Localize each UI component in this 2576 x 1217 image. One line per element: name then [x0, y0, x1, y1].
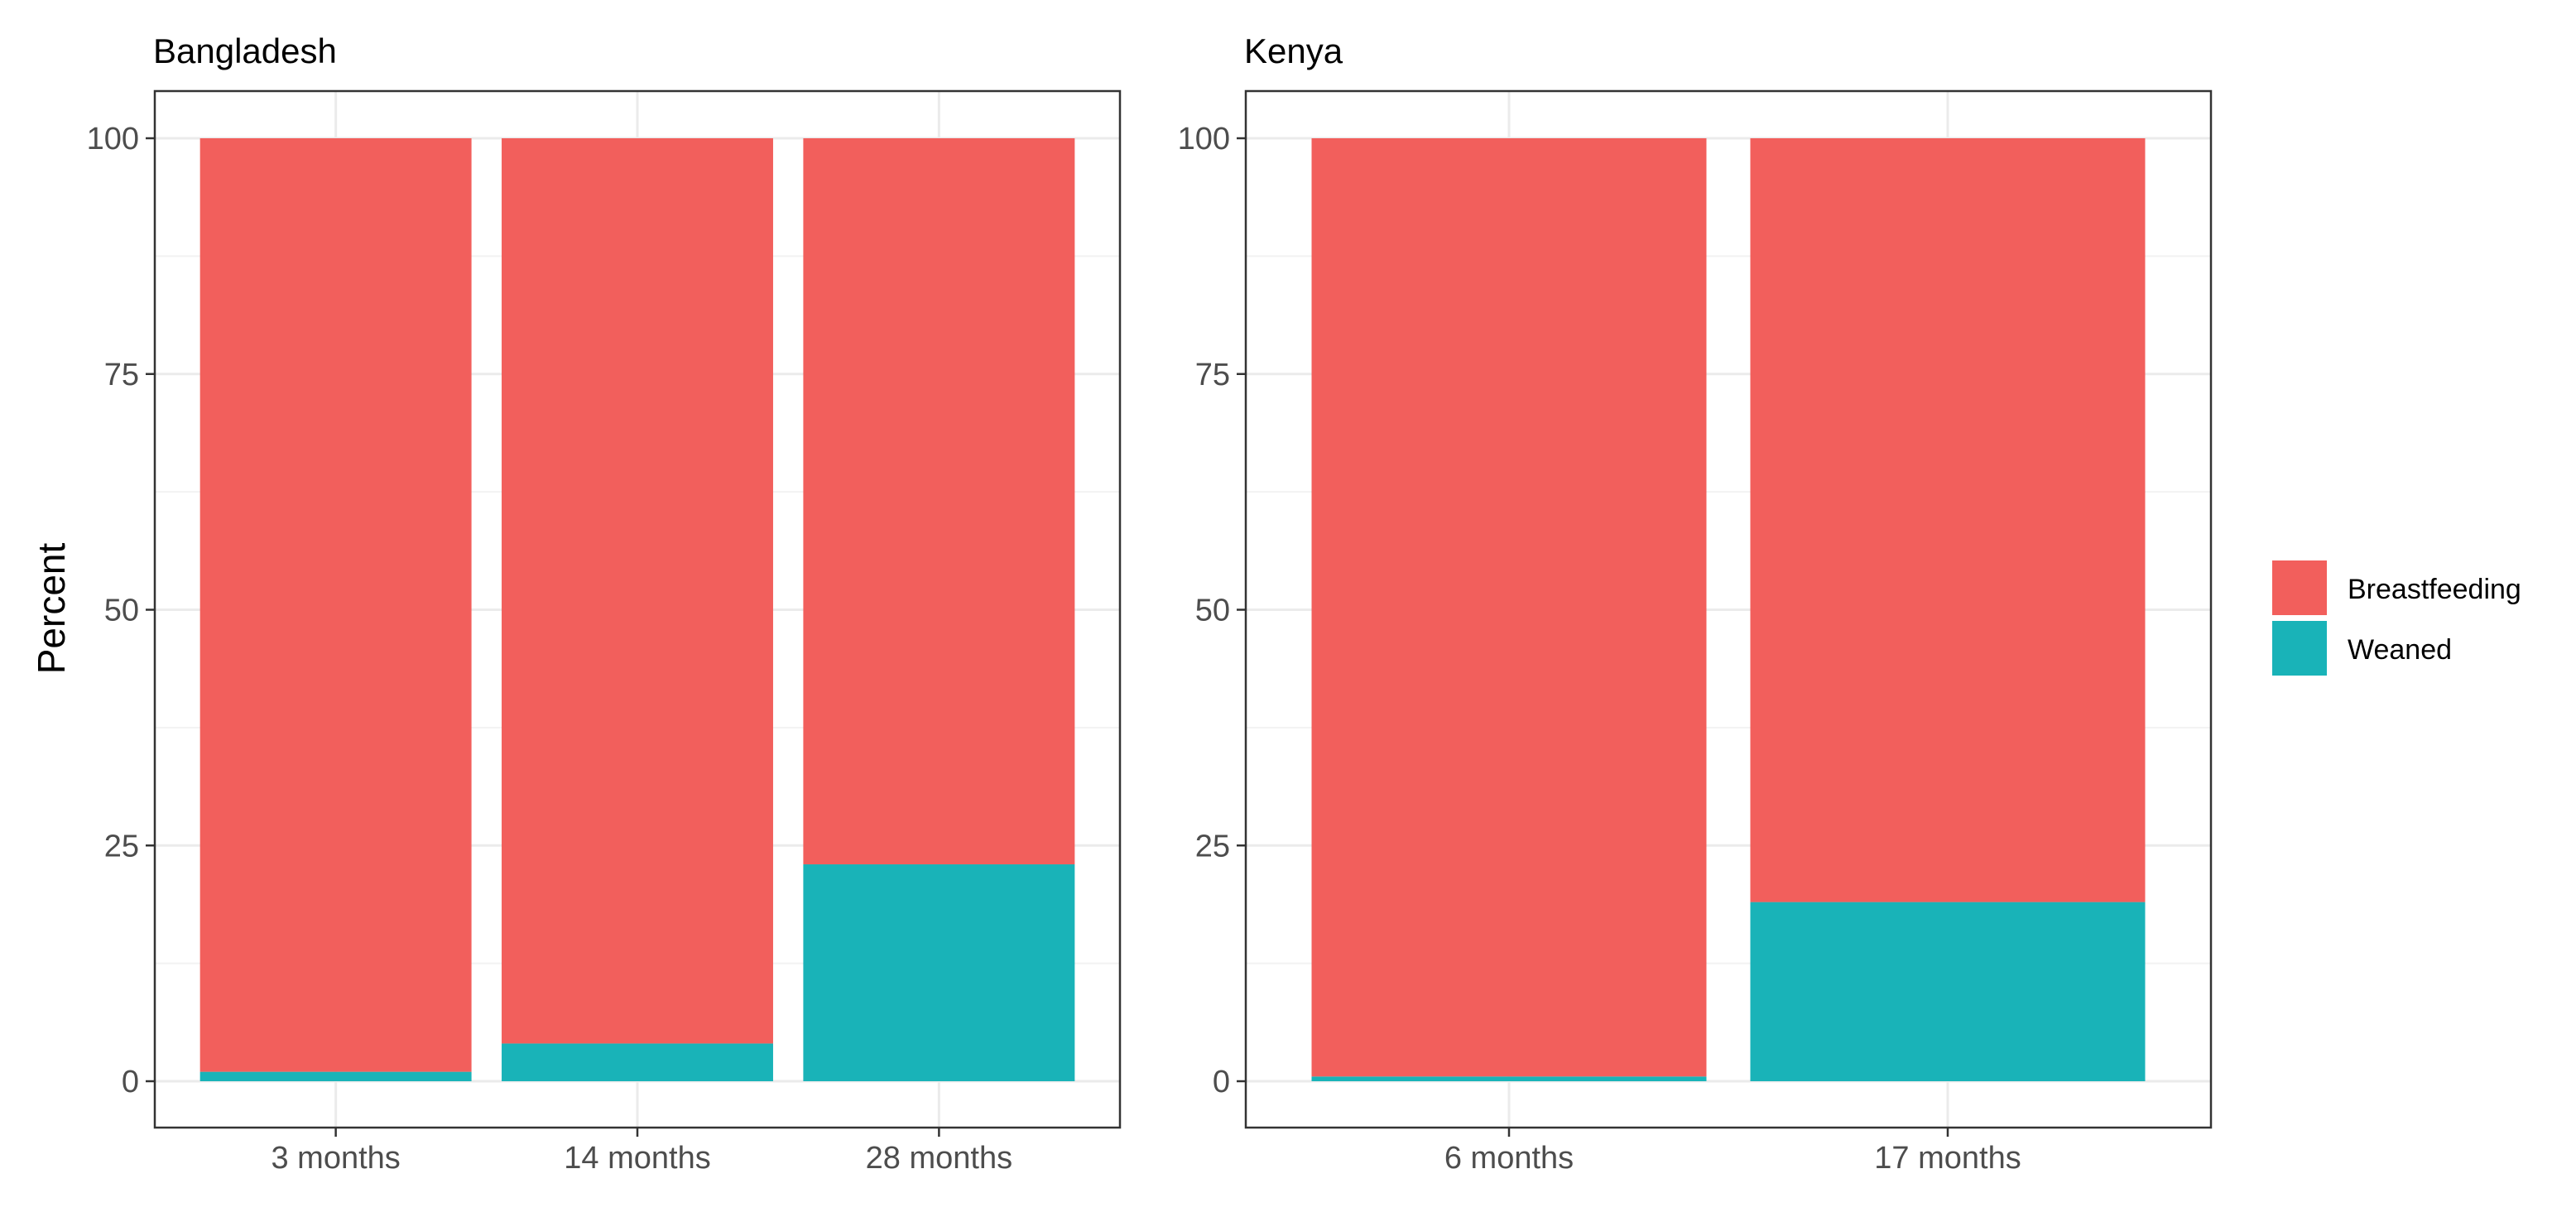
y-tick-label: 25	[104, 829, 139, 863]
y-tick-label: 75	[1195, 358, 1230, 392]
x-tick-label: 14 months	[564, 1141, 710, 1176]
panel-bangladesh: Bangladesh 0 25 50 75 100 3 months 14 months 28…	[87, 31, 1122, 1176]
bar-breastfeeding-3-months	[199, 138, 472, 1072]
panel-title: Kenya	[1244, 31, 1343, 70]
legend-swatch-breastfeeding	[2272, 560, 2327, 615]
y-tick-label: 100	[87, 122, 139, 156]
y-tick-label: 25	[1195, 829, 1230, 863]
x-tick-label: 28 months	[866, 1141, 1012, 1176]
bar-weaned-28-months	[803, 864, 1075, 1081]
y-tick-label: 50	[104, 594, 139, 628]
bar-weaned-6-months	[1311, 1076, 1707, 1081]
panel-title: Bangladesh	[153, 31, 337, 70]
bar-breastfeeding-17-months	[1750, 138, 2146, 902]
x-tick-label: 6 months	[1444, 1141, 1574, 1176]
x-tick-label: 17 months	[1874, 1141, 2021, 1176]
bar-breastfeeding-28-months	[803, 138, 1075, 865]
y-tick-label: 75	[104, 358, 139, 392]
legend-label-breastfeeding: Breastfeeding	[2348, 574, 2521, 605]
y-tick-label: 100	[1178, 122, 1230, 156]
y-tick-label: 50	[1195, 594, 1230, 628]
bar-weaned-3-months	[199, 1071, 472, 1081]
legend-label-weaned: Weaned	[2348, 634, 2452, 666]
bar-breastfeeding-6-months	[1311, 138, 1707, 1077]
legend: Breastfeeding Weaned	[2272, 560, 2521, 676]
bar-weaned-14-months	[502, 1043, 773, 1081]
bar-breastfeeding-14-months	[502, 138, 773, 1044]
panel-kenya: Kenya 0 25 50 75 100 6 months 17 months	[1178, 31, 2213, 1176]
legend-swatch-weaned	[2272, 621, 2327, 676]
y-tick-label: 0	[1213, 1065, 1230, 1099]
y-axis-label: Percent	[30, 543, 73, 675]
x-tick-label: 3 months	[271, 1141, 400, 1176]
bar-weaned-17-months	[1750, 902, 2146, 1081]
y-tick-label: 0	[122, 1065, 139, 1099]
